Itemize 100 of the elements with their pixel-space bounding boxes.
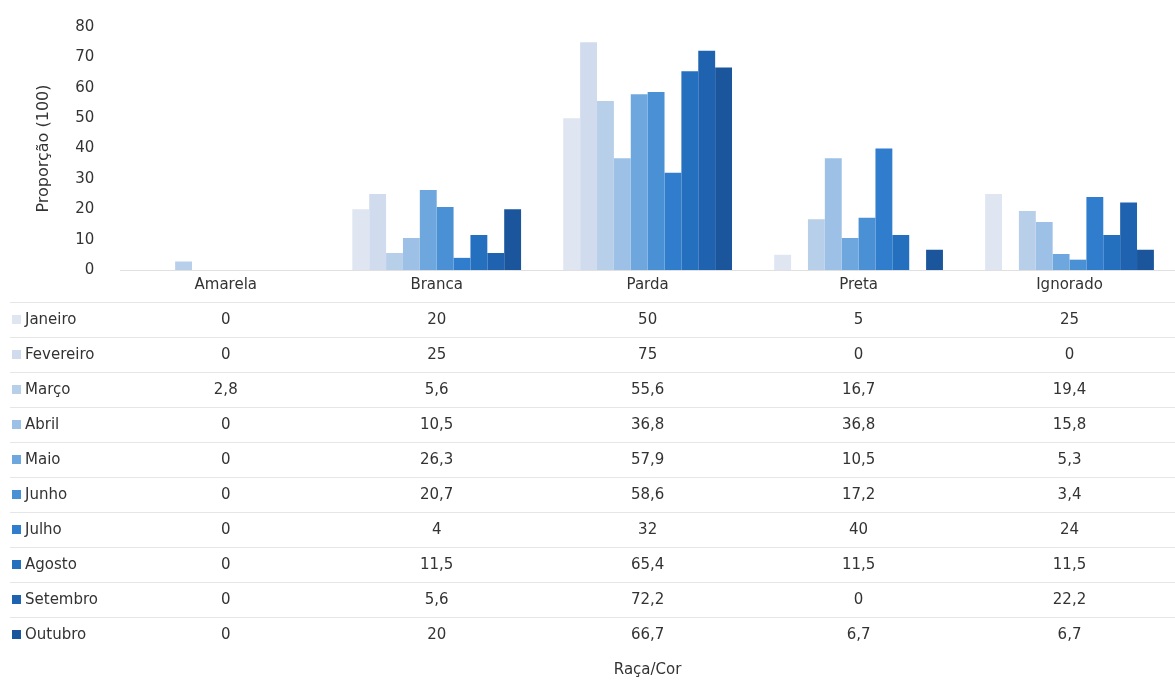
bar — [841, 238, 859, 270]
data-label: 5,3 — [1057, 450, 1082, 468]
text: Raça/Cor — [613, 660, 682, 678]
data-label: 66,7 — [630, 625, 665, 643]
bar — [807, 219, 825, 270]
x-tick-label: Amarela — [194, 274, 258, 293]
data-label: 0 — [220, 415, 231, 433]
legend-label: Janeiro — [23, 310, 77, 328]
bar — [698, 50, 716, 270]
bar — [1120, 202, 1138, 270]
bar — [419, 190, 437, 270]
data-label: 17,2 — [841, 485, 876, 503]
data-label: 36,8 — [630, 415, 665, 433]
data-label: 72,2 — [630, 590, 665, 608]
y-tick-label: 60 — [75, 77, 95, 96]
y-tick-label: 10 — [75, 229, 95, 248]
bar — [470, 235, 488, 270]
data-label: 20,7 — [419, 485, 454, 503]
data-label: 4 — [431, 520, 442, 538]
data-label: 0 — [220, 520, 231, 538]
data-label: 3,4 — [1057, 485, 1082, 503]
data-label: 2,8 — [213, 380, 238, 398]
data-label: 0 — [220, 450, 231, 468]
bar — [1018, 211, 1036, 270]
x-tick-label: Parda — [626, 274, 669, 293]
data-label: 75 — [638, 345, 658, 363]
data-label: 0 — [220, 555, 231, 573]
data-label: 20 — [427, 310, 447, 328]
legend-label: Maio — [24, 450, 61, 468]
bar — [774, 254, 792, 270]
x-tick-label: Branca — [410, 274, 464, 293]
bar — [386, 252, 403, 270]
data-label: 5,6 — [424, 380, 449, 398]
data-label: 40 — [849, 520, 869, 538]
data-label: 11,5 — [1052, 555, 1087, 573]
y-tick-label: 40 — [75, 138, 95, 157]
legend-label: Agosto — [24, 555, 77, 573]
y-tick-label: 30 — [75, 168, 95, 187]
data-label: 20 — [427, 625, 447, 643]
legend-label: Setembro — [24, 590, 99, 608]
legend-label: Março — [24, 380, 71, 398]
data-label: 11,5 — [841, 555, 876, 573]
bar — [926, 249, 943, 270]
data-label: 6,7 — [846, 625, 871, 643]
data-label: 36,8 — [841, 415, 876, 433]
legend-label: Junho — [23, 485, 68, 503]
data-label: 0 — [1064, 345, 1075, 363]
bar — [597, 101, 614, 270]
bar — [1103, 235, 1121, 270]
bar — [985, 194, 1003, 270]
bar — [875, 148, 893, 270]
data-label: 25 — [427, 345, 447, 363]
data-label: 16,7 — [841, 380, 876, 398]
data-label: 5 — [853, 310, 864, 328]
bar — [453, 257, 471, 270]
data-label: 5,6 — [424, 590, 449, 608]
data-label: 19,4 — [1052, 380, 1087, 398]
y-tick-label: 70 — [75, 47, 95, 66]
bar — [436, 207, 454, 270]
data-label: 25 — [1059, 310, 1080, 328]
y-axis-title: Proporção (100) — [32, 84, 52, 213]
bar — [580, 42, 598, 270]
x-tick-label: Ignorado — [1036, 274, 1103, 293]
bar — [630, 94, 648, 270]
data-label: 0 — [220, 485, 231, 503]
bar — [352, 209, 370, 270]
y-tick-label: 0 — [84, 259, 95, 278]
data-label: 57,9 — [630, 450, 665, 468]
legend-label: Fevereiro — [24, 345, 95, 363]
legend-label: Outubro — [24, 625, 87, 643]
y-tick-label: 80 — [75, 16, 95, 35]
y-tick-label: 50 — [75, 108, 95, 127]
data-label: 0 — [220, 345, 231, 363]
data-label: 10,5 — [419, 415, 454, 433]
bar — [1052, 253, 1070, 270]
data-label: 24 — [1059, 520, 1080, 538]
data-label: 50 — [638, 310, 658, 328]
bar — [715, 67, 733, 270]
bar — [504, 209, 522, 270]
data-label: 6,7 — [1057, 625, 1082, 643]
bar — [892, 235, 910, 270]
legend-label: Abril — [24, 415, 60, 433]
bar — [858, 217, 876, 270]
y-tick-label: 20 — [75, 199, 95, 218]
bar — [487, 252, 505, 270]
legend-label: Julho — [23, 520, 62, 538]
bar — [402, 238, 420, 270]
data-label: 0 — [853, 345, 864, 363]
data-label: 22,2 — [1052, 590, 1087, 608]
bar — [1069, 259, 1087, 270]
data-label: 10,5 — [841, 450, 876, 468]
bar — [175, 261, 193, 270]
bar — [681, 71, 699, 270]
data-label: 65,4 — [630, 555, 665, 573]
data-label: 11,5 — [419, 555, 454, 573]
data-label: 32 — [638, 520, 658, 538]
data-label: 0 — [220, 310, 231, 328]
bar — [1035, 222, 1053, 270]
bar — [1086, 197, 1104, 270]
bar — [369, 194, 387, 270]
